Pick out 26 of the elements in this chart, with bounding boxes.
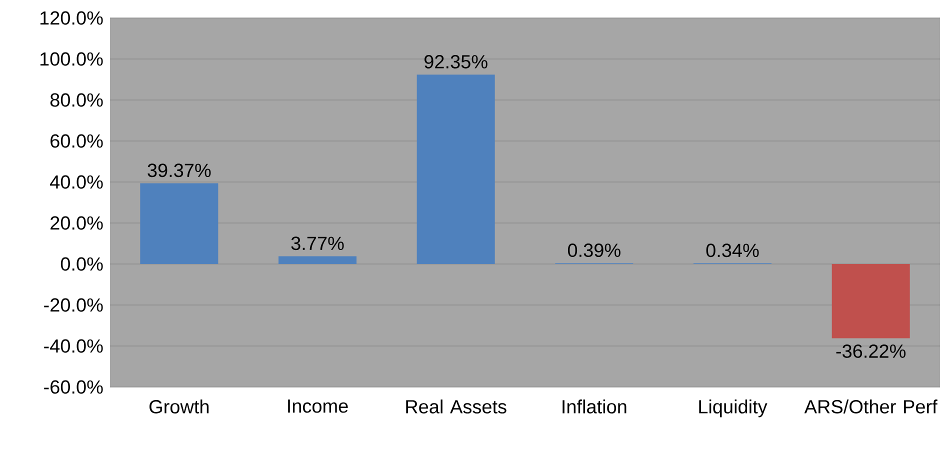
bar — [278, 256, 357, 264]
y-tick-label: -20.0% — [44, 298, 103, 312]
x-tick-label: Liquidity — [699, 400, 768, 418]
data-label: 92.35% — [424, 55, 488, 68]
x-tick-label: ARS/Other Perf — [804, 400, 938, 414]
bar — [140, 183, 218, 264]
data-label: 39.37% — [148, 164, 211, 178]
y-tick-label: 100.0% — [40, 52, 103, 66]
data-label: 0.39% — [568, 244, 620, 257]
y-tick-label: 40.0% — [50, 175, 103, 189]
x-tick-label: Inflation — [562, 400, 626, 414]
x-tick-label: Growth — [150, 400, 209, 414]
data-label: -36.22% — [836, 344, 906, 358]
data-label: 3.77% — [291, 236, 344, 250]
data-label: 0.34% — [706, 244, 759, 258]
y-tick-label: 120.0% — [40, 11, 103, 25]
y-tick-label: -60.0% — [44, 380, 103, 394]
bar — [416, 74, 495, 264]
y-tick-label: 60.0% — [50, 134, 103, 148]
y-tick-label: 0.0% — [60, 257, 103, 271]
x-tick-label: Income — [288, 400, 348, 413]
bar — [832, 264, 910, 338]
y-tick-label: -40.0% — [44, 339, 103, 353]
y-tick-label: 80.0% — [50, 93, 103, 107]
y-tick-label: 20.0% — [50, 216, 103, 230]
x-tick-label: Real Assets — [406, 400, 506, 414]
